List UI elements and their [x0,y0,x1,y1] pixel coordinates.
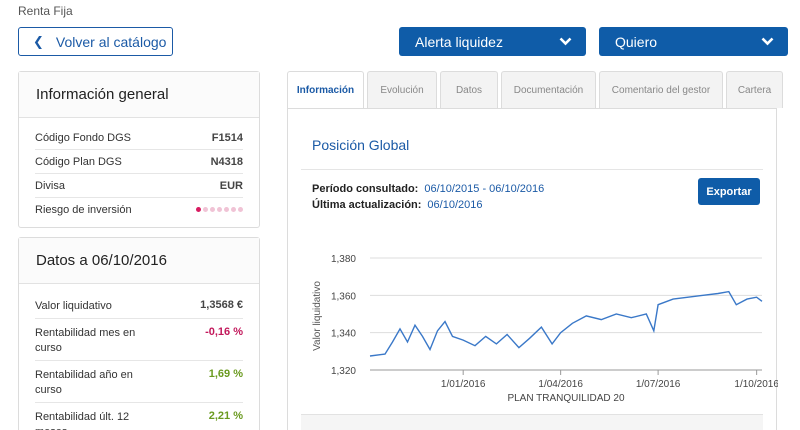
x-tick-label: 1/07/2016 [636,379,681,390]
risk-dot [203,207,208,212]
risk-dot [231,207,236,212]
general-info-title: Información general [19,72,259,118]
x-tick-labels: 1/01/2016 1/04/2016 1/07/2016 1/10/2016 [441,370,778,390]
y-tick-label: 1,360 [331,291,356,302]
row-label: Riesgo de inversión [35,204,132,216]
y-tick-label: 1,340 [331,329,356,340]
x-tick-label: 1/01/2016 [441,379,486,390]
tab-comentario-gestor[interactable]: Comentario del gestor [599,71,723,108]
data-row: Rentabilidad año en curso 1,69 % [35,361,243,403]
row-value: N4318 [210,156,243,168]
tab-informacion[interactable]: Información [287,71,364,109]
info-row: Riesgo de inversión [35,198,243,221]
content-footer-strip [301,414,763,430]
data-row: Rentabilidad mes en curso -0,16 % [35,319,243,361]
tab-content-panel: Posición Global Período consultado: 06/10… [287,108,778,430]
series-line [369,290,763,357]
update-label: Última actualización: [312,199,422,211]
row-label: Código Plan DGS [35,156,122,168]
risk-dot [210,207,215,212]
info-row: Divisa EUR [35,174,243,198]
update-value: 06/10/2016 [427,199,483,211]
data-panel: Datos a 06/10/2016 Valor liquidativo 1,3… [18,237,260,430]
want-dropdown[interactable]: Quiero [599,27,788,56]
row-value: F1514 [211,132,243,144]
period-value: 06/10/2015 - 06/10/2016 [424,183,545,195]
back-to-catalog-button[interactable]: ❮ Volver al catálogo [18,27,173,56]
row-value: 1,69 % [208,368,243,380]
y-tick-labels: 1,320 1,340 1,360 1,380 [331,254,356,377]
row-value: -0,16 % [205,326,243,338]
row-value: 2,21 % [208,410,243,422]
alert-liquidity-dropdown[interactable]: Alerta liquidez [399,27,586,56]
chevron-down-icon [559,37,572,46]
data-panel-title: Datos a 06/10/2016 [19,238,259,284]
tab-evolucion[interactable]: Evolución [367,71,437,108]
risk-dot-active [196,207,201,212]
row-label: Código Fondo DGS [35,132,131,144]
y-axis-label: Valor liquidativo [312,281,323,351]
section-title: Posición Global [312,137,410,153]
row-value: 1,3568 € [200,299,243,311]
row-label: Rentabilidad año en curso [35,369,133,396]
tab-documentacion[interactable]: Documentación [501,71,596,108]
risk-dot [238,207,243,212]
row-label: Rentabilidad mes en curso [35,327,136,354]
chevron-down-icon [761,37,774,46]
tab-bar: Información Evolución Datos Documentació… [287,71,783,109]
row-label: Rentabilidad últ. 12 meses [35,411,130,430]
chart-grid [370,257,762,371]
divider [301,169,763,170]
breadcrumb: Renta Fija [18,4,73,18]
data-row: Rentabilidad últ. 12 meses 2,21 % [35,403,243,430]
x-tick-label: 1/10/2016 [734,379,778,390]
row-value: EUR [219,180,243,192]
row-label: Valor liquidativo [35,300,112,312]
risk-level-indicator [196,204,243,212]
tab-datos[interactable]: Datos [440,71,498,108]
tab-cartera[interactable]: Cartera [726,71,783,108]
back-button-label: Volver al catálogo [55,33,167,50]
x-tick-label: 1/04/2016 [538,379,583,390]
info-row: Código Plan DGS N4318 [35,150,243,174]
want-dropdown-label: Quiero [615,33,658,50]
risk-dot [217,207,222,212]
export-button[interactable]: Exportar [698,178,760,205]
x-axis-label: PLAN TRANQUILIDAD 20 [507,393,625,404]
update-line: Última actualización: 06/10/2016 [312,199,482,211]
row-label: Divisa [35,180,65,192]
chevron-left-icon: ❮ [33,33,44,49]
period-label: Período consultado: [312,183,419,195]
risk-dot [224,207,229,212]
period-line: Período consultado: 06/10/2015 - 06/10/20… [312,183,544,195]
alert-dropdown-label: Alerta liquidez [415,33,503,50]
data-row: Valor liquidativo 1,3568 € [35,292,243,319]
info-row: Código Fondo DGS F1514 [35,126,243,150]
y-tick-label: 1,320 [331,366,356,377]
general-info-panel: Información general Código Fondo DGS F15… [18,71,260,228]
y-tick-label: 1,380 [331,254,356,265]
